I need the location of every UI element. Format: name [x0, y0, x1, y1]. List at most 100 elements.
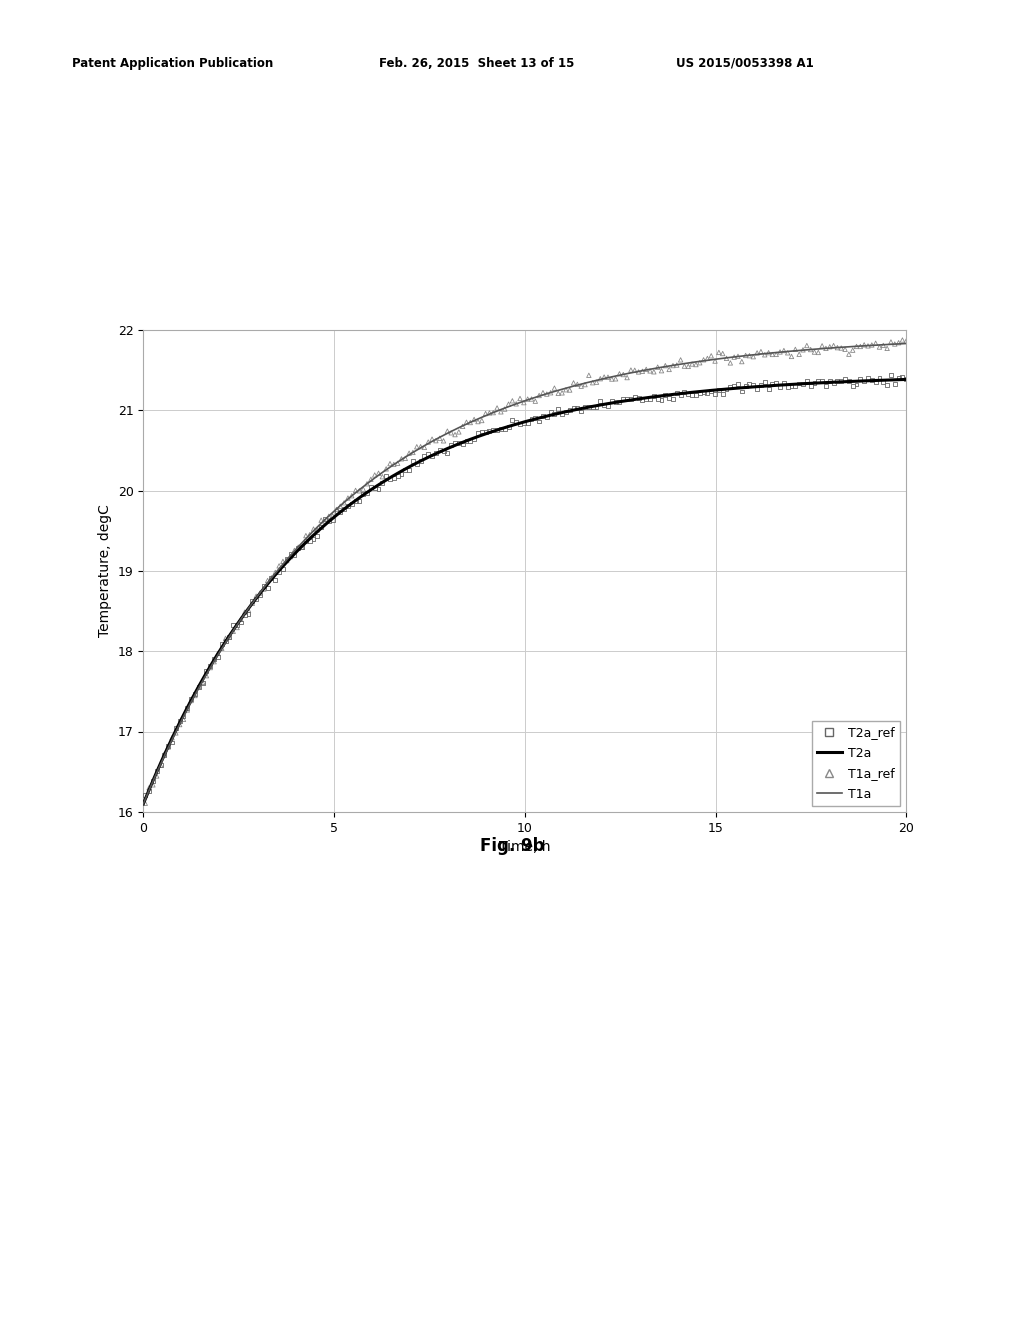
T2a_ref [428, 442, 444, 463]
T2a_ref [894, 367, 910, 388]
T2a_ref [309, 525, 326, 546]
T2a_ref [378, 466, 394, 487]
T2a_ref [757, 371, 773, 392]
T2a_ref [481, 421, 498, 442]
T1a_ref [221, 627, 238, 648]
T2a_ref [413, 450, 429, 471]
T2a_ref [164, 733, 180, 754]
T1a_ref [852, 335, 868, 356]
T1a_ref [470, 411, 486, 432]
T2a_ref [699, 383, 716, 404]
T2a_ref [248, 589, 264, 610]
T2a_ref [733, 381, 750, 403]
T1a_ref [558, 379, 574, 400]
T2a_ref [883, 364, 899, 385]
T2a_ref [646, 385, 663, 407]
T2a_ref [623, 388, 639, 409]
T1a_ref [202, 657, 218, 678]
T2a_ref [382, 469, 398, 490]
T2a_ref [561, 400, 578, 421]
T2a_ref [367, 478, 383, 499]
T1a_ref [217, 628, 233, 649]
T2a_ref [252, 585, 268, 606]
T1a_ref [477, 403, 494, 424]
T1a [763, 346, 775, 362]
T2a_ref [462, 430, 478, 451]
T2a_ref [737, 375, 754, 396]
T2a_ref [137, 784, 154, 805]
T2a_ref [144, 770, 161, 791]
T1a_ref [669, 355, 685, 376]
T2a_ref [649, 388, 666, 409]
T1a_ref [531, 385, 548, 407]
T1a_ref [309, 519, 326, 540]
T1a_ref [757, 345, 773, 366]
T1a_ref [382, 453, 398, 474]
T1a_ref [631, 362, 647, 383]
T2a_ref [898, 368, 914, 389]
T2a_ref [554, 403, 570, 424]
T1a_ref [718, 347, 734, 368]
T1a [550, 383, 562, 399]
T2a_ref [148, 760, 165, 781]
T1a_ref [527, 391, 544, 412]
T2a [137, 796, 150, 812]
T2a_ref [581, 396, 597, 417]
T1a_ref [841, 343, 857, 364]
T2a_ref [707, 383, 723, 404]
T2a_ref [618, 389, 635, 411]
T2a_ref [753, 375, 769, 396]
T1a_ref [428, 430, 444, 451]
T1a_ref [256, 578, 272, 599]
T1a_ref [863, 334, 880, 355]
T1a_ref [848, 335, 864, 356]
T1a_ref [210, 643, 226, 664]
T1a_ref [481, 403, 498, 424]
T1a_ref [287, 540, 303, 561]
T1a_ref [603, 368, 620, 389]
T2a_ref [459, 430, 475, 451]
T2a_ref [783, 376, 800, 397]
T2a_ref [175, 706, 191, 727]
Line: T2a: T2a [143, 379, 906, 804]
T1a_ref [707, 351, 723, 372]
T2a_ref [715, 383, 731, 404]
T1a_ref [186, 685, 203, 706]
T2a_ref [684, 384, 700, 405]
T2a_ref [221, 626, 238, 647]
T2a_ref [791, 374, 807, 395]
T1a_ref [232, 609, 249, 630]
T1a_ref [535, 381, 551, 403]
T1a_ref [153, 755, 169, 776]
T1a_ref [730, 346, 746, 367]
T2a_ref [845, 375, 861, 396]
T1a_ref [279, 550, 295, 572]
T2a_ref [768, 372, 784, 393]
T2a [763, 378, 775, 393]
T2a_ref [389, 466, 406, 487]
T2a_ref [569, 397, 586, 418]
T1a_ref [244, 593, 260, 614]
T2a_ref [638, 388, 654, 409]
T2a_ref [814, 371, 830, 392]
T1a_ref [803, 339, 819, 360]
T2a_ref [834, 371, 850, 392]
T2a_ref [764, 374, 780, 395]
T2a_ref [473, 421, 489, 442]
T2a_ref [527, 408, 544, 429]
T2a_ref [279, 548, 295, 569]
T1a_ref [228, 616, 245, 638]
T2a_ref [546, 404, 562, 425]
T2a_ref [485, 418, 502, 440]
T1a_ref [814, 335, 830, 356]
T1a_ref [741, 345, 758, 366]
T2a_ref [439, 442, 456, 463]
T2a_ref [856, 371, 872, 392]
T2a_ref [228, 614, 245, 635]
T1a_ref [241, 599, 257, 620]
T1a [900, 335, 912, 351]
T2a_ref [519, 413, 536, 434]
T2a_ref [332, 502, 348, 523]
T2a_ref [585, 397, 601, 418]
T1a_ref [867, 333, 884, 354]
